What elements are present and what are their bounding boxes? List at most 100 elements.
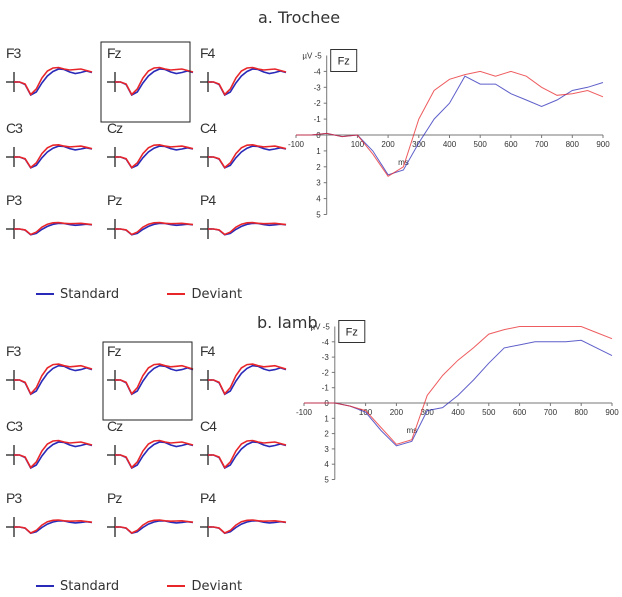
electrode-standard-wave [115,441,194,470]
electrode-deviant-wave [115,363,194,396]
electrode-deviant-wave [115,519,194,534]
electrode-label-p4: P4 [200,490,216,506]
electrode-deviant-wave [208,221,287,236]
electrode-standard-wave [208,145,287,169]
electrode-label-cz: Cz [107,418,123,434]
electrode-label-p3: P3 [6,192,22,208]
electrode-label-p3: P3 [6,490,22,506]
fz-y-tick-label: 1 [316,147,321,156]
electrode-deviant-wave [14,439,93,469]
electrode-label-f4: F4 [200,343,216,359]
electrode-deviant-wave [14,363,93,396]
legend-deviant-label: Deviant [191,287,243,302]
fz-y-tick-label: -1 [314,115,322,124]
fz-y-tick-label: -1 [322,384,330,393]
legend-standard-label: Standard [60,579,120,594]
electrode-label-f4: F4 [200,45,216,61]
electrode-label-p4: P4 [200,192,216,208]
fz-y-tick-label: 2 [324,430,329,439]
fz-y-tick-label: -3 [314,83,322,92]
fz-x-tick-label: 800 [575,408,589,417]
electrode-deviant-wave [208,519,287,534]
fz-standard-line [304,339,613,447]
fz-y-tick-label: -2 [314,99,322,108]
electrode-standard-wave [14,364,93,396]
electrode-label-f3: F3 [6,45,22,61]
fz-x-tick-label: 400 [443,140,457,149]
legend-standard-swatch [36,584,54,587]
legend-b: Standard Deviant [36,579,242,594]
fz-x-tick-label: 400 [451,408,465,417]
fz-x-tick-label: 900 [596,140,610,149]
fz-y-tick-label: 1 [324,414,329,423]
electrode-label-f3: F3 [6,343,22,359]
fz-x-tick-label: 500 [482,408,496,417]
electrode-label-c4: C4 [200,120,217,136]
fz-x-tick-label: 300 [421,408,435,417]
fz-y-tick-label: -4 [314,67,322,76]
legend-standard-swatch [36,292,54,295]
electrode-label-c3: C3 [6,418,23,434]
electrode-standard-wave [115,364,194,396]
electrode-deviant-wave [14,143,93,169]
fz-x-tick-label: -100 [296,408,313,417]
fz-box-label: Fz [338,56,350,68]
fz-y-tick-label: 5 [316,211,321,220]
fz-x-tick-label: 200 [390,408,404,417]
fz-x-axis-label: ms [406,426,417,435]
fz-x-tick-label: 900 [605,408,619,417]
electrode-deviant-wave [14,66,93,96]
electrode-standard-wave [14,222,93,236]
fz-deviant-line [304,326,613,445]
fz-deviant-line [296,70,604,177]
legend-deviant-label: Deviant [191,579,243,594]
fz-x-tick-label: 200 [381,140,395,149]
electrode-standard-wave [14,519,93,535]
fz-y-axis-label: µV -5 [311,323,331,332]
electrode-standard-wave [115,519,194,535]
fz-label-box [338,320,366,343]
fz-standard-line [296,75,604,176]
fz-y-tick-label: -3 [322,353,330,362]
electrode-label-c3: C3 [6,120,23,136]
electrode-deviant-wave [208,439,287,469]
electrode-standard-wave [14,68,93,97]
electrode-deviant-wave [14,519,93,534]
fz-box-label: Fz [346,327,358,339]
electrode-deviant-wave [115,143,194,169]
fz-y-axis-label: µV -5 [302,52,322,61]
electrode-standard-wave [14,441,93,470]
electrode-deviant-wave [115,439,194,469]
fz-y-tick-label: 3 [324,445,329,454]
electrode-label-cz: Cz [107,120,123,136]
electrode-deviant-wave [208,143,287,169]
fz-highlight-box [100,41,191,123]
fz-x-tick-label: 300 [412,140,426,149]
electrode-deviant-wave [208,66,287,96]
electrode-standard-wave [115,145,194,169]
legend-deviant-swatch [167,292,186,295]
electrode-deviant-wave [115,221,194,236]
fz-x-tick-label: 700 [535,140,549,149]
electrode-label-fz: Fz [107,343,122,359]
electrode-label-c4: C4 [200,418,217,434]
electrode-standard-wave [208,222,287,236]
legend-a: Standard Deviant [36,287,242,302]
fz-x-tick-label: 700 [544,408,558,417]
electrode-deviant-wave [208,363,287,396]
fz-y-tick-label: 5 [324,476,329,485]
electrode-standard-wave [115,68,194,97]
electrode-label-pz: Pz [107,490,122,506]
electrode-standard-wave [208,68,287,97]
panel-a-title: a. Trochee [258,8,341,27]
fz-x-tick-label: 100 [351,140,365,149]
fz-x-tick-label: 600 [504,140,518,149]
fz-x-tick-label: 600 [513,408,527,417]
legend-deviant-swatch [167,584,186,587]
electrode-standard-wave [208,519,287,535]
fz-y-tick-label: 2 [316,163,321,172]
electrode-deviant-wave [14,221,93,236]
fz-label-box [330,49,358,72]
fz-y-tick-label: 4 [324,460,329,469]
electrode-label-pz: Pz [107,192,122,208]
